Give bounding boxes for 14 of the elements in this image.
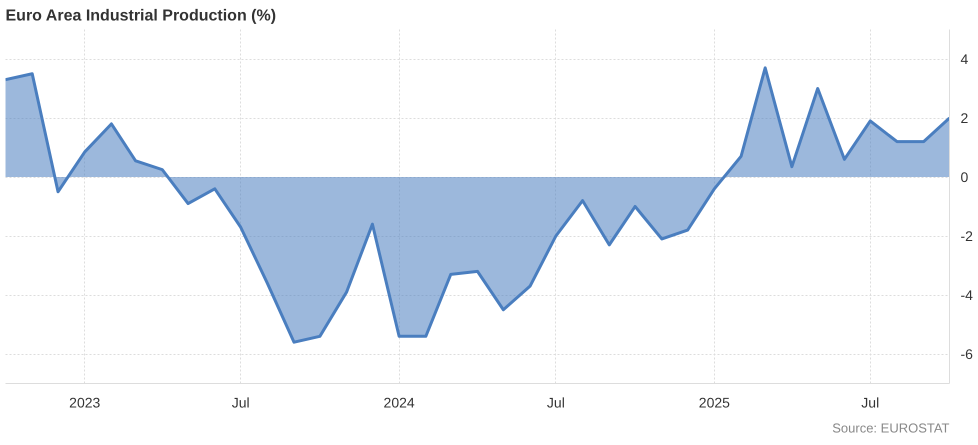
source-note: Source: EUROSTAT bbox=[832, 420, 950, 436]
y-tick-label: 0 bbox=[960, 169, 968, 185]
x-tick-label: Jul bbox=[546, 394, 565, 410]
y-tick-label: -2 bbox=[960, 228, 974, 244]
chart-title: Euro Area Industrial Production (%) bbox=[6, 8, 276, 24]
y-tick-label: -4 bbox=[960, 287, 974, 303]
y-tick-label: 2 bbox=[960, 110, 968, 126]
x-tick-label: Jul bbox=[861, 394, 880, 410]
x-tick-label: 2025 bbox=[698, 394, 730, 410]
x-tick-label: 2023 bbox=[69, 394, 101, 410]
x-tick-label: Jul bbox=[232, 394, 250, 410]
y-tick-label: -6 bbox=[960, 346, 974, 362]
x-tick-label: 2024 bbox=[384, 394, 415, 410]
y-tick-label: 4 bbox=[960, 51, 968, 67]
